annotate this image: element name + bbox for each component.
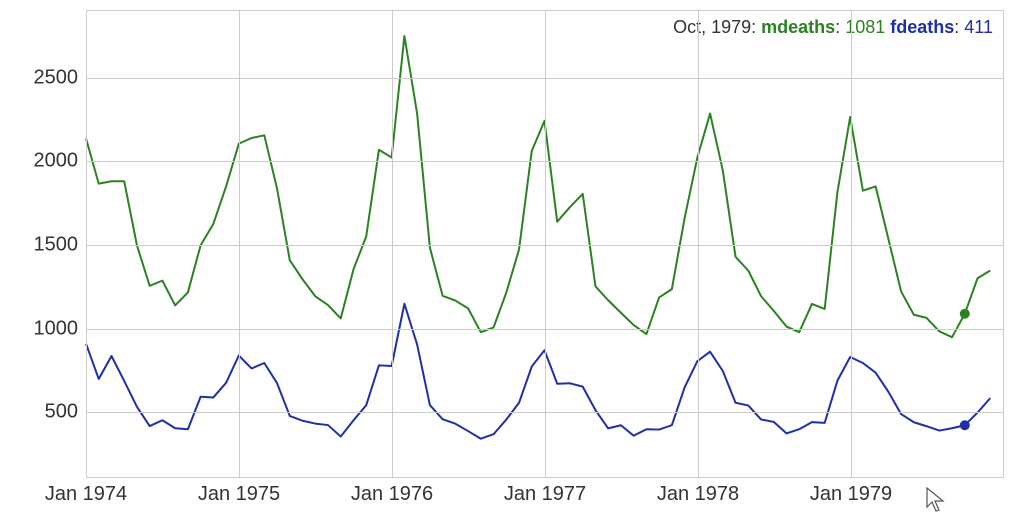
- series-line-mdeaths: [86, 36, 990, 337]
- gridline-vertical: [698, 11, 699, 477]
- y-axis-tick-label: 1500: [34, 234, 87, 257]
- y-axis-tick-label: 500: [45, 401, 86, 424]
- x-axis-tick-label: Jan 1977: [504, 477, 586, 506]
- y-axis-tick-label: 2500: [34, 66, 87, 89]
- x-axis-tick-label: Jan 1979: [810, 477, 892, 506]
- x-axis-tick-label: Jan 1978: [657, 477, 739, 506]
- gridline-vertical: [545, 11, 546, 477]
- hover-marker-fdeaths: [960, 420, 970, 430]
- gridline-vertical: [86, 11, 87, 477]
- gridline-vertical: [851, 11, 852, 477]
- hover-marker-mdeaths: [960, 309, 970, 319]
- gridline-vertical: [239, 11, 240, 477]
- x-axis-tick-label: Jan 1975: [198, 477, 280, 506]
- plot-area[interactable]: Oct, 1979: mdeaths: 1081 fdeaths: 411 50…: [86, 10, 1004, 478]
- x-axis-tick-label: Jan 1976: [351, 477, 433, 506]
- y-axis-tick-label: 2000: [34, 150, 87, 173]
- gridline-vertical: [392, 11, 393, 477]
- series-line-fdeaths: [86, 304, 990, 439]
- chart-container: Oct, 1979: mdeaths: 1081 fdeaths: 411 50…: [0, 0, 1014, 532]
- y-axis-tick-label: 1000: [34, 317, 87, 340]
- cursor-icon: [926, 487, 946, 513]
- x-axis-tick-label: Jan 1974: [45, 477, 127, 506]
